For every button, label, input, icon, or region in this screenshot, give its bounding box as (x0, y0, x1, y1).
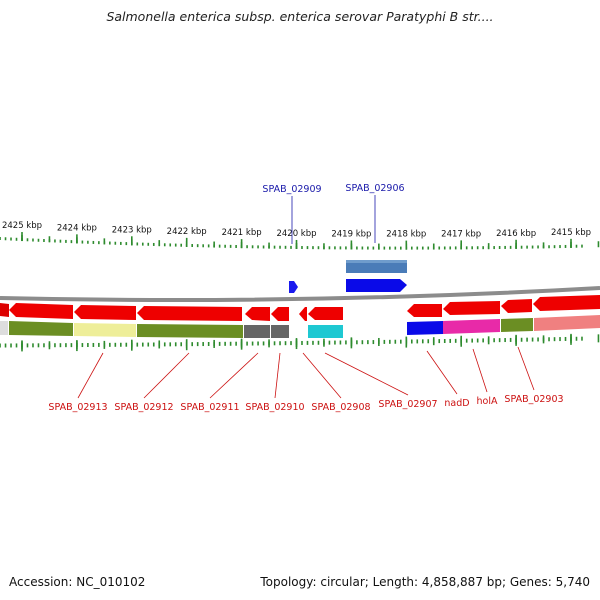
reverse-label-leader (517, 346, 535, 391)
cog-bar-2 (9, 321, 73, 336)
feature-spab-02908 (299, 307, 307, 321)
reverse-gene-label: SPAB_02911 (180, 402, 239, 413)
cog-bar-11 (534, 315, 600, 331)
map-title: Salmonella enterica subsp. enterica sero… (106, 9, 494, 24)
forward-gene-label: SPAB_02909 (262, 184, 321, 195)
feature-spab-02909-top (289, 281, 298, 293)
major-ticks: 2425 kbp 2424 kbp 2423 kbp 2422 kbp 2421 kbp… (2, 221, 591, 352)
forward-gene-labels: SPAB_02909 SPAB_02906 (262, 183, 405, 244)
reverse-gene-label: holA (477, 396, 498, 407)
reverse-label-leader (143, 352, 190, 399)
major-tick-label: 2423 kbp (112, 225, 152, 235)
feature-spab-02906-cog (346, 260, 407, 273)
reverse-gene-label: SPAB_02907 (378, 399, 437, 410)
cog-bar-4 (137, 324, 243, 338)
feature-spab-02913-arrow (9, 303, 73, 319)
feature-spab-02910a (245, 307, 270, 321)
major-tick-label: 2415 kbp (551, 228, 591, 238)
reverse-gene-label: SPAB_02903 (504, 394, 563, 405)
major-tick-label: 2422 kbp (167, 227, 207, 237)
reverse-label-leader (324, 352, 409, 396)
feature-spab-02910b (271, 307, 289, 321)
reverse-gene-label: nadD (444, 398, 469, 409)
reverse-label-leader (426, 350, 458, 395)
cog-bar-3 (74, 323, 136, 337)
cog-bar-6 (271, 325, 289, 338)
major-tick-label: 2418 kbp (386, 230, 426, 240)
cog-bar-10 (501, 318, 533, 332)
reverse-label-leader (209, 352, 259, 399)
minor-ticks-bottom (0, 334, 600, 350)
reverse-label-leader (472, 348, 488, 393)
major-tick-label: 2420 kbp (276, 229, 316, 239)
reverse-label-leader (77, 352, 104, 399)
forward-gene-label: SPAB_02906 (345, 183, 404, 194)
feature-spab-02912 (74, 305, 136, 320)
feature-spab-02907 (308, 307, 343, 320)
genome-stats: Topology: circular; Length: 4,858,887 bp… (260, 575, 590, 589)
cog-bar-9 (443, 319, 500, 334)
feature-holA (443, 301, 500, 315)
backbone-arc (0, 286, 600, 303)
reverse-label-leader (302, 352, 342, 399)
feature-nadD (407, 304, 442, 317)
reverse-gene-label: SPAB_02908 (311, 402, 370, 413)
major-tick-label: 2421 kbp (222, 228, 262, 238)
reverse-gene-label: SPAB_02912 (114, 402, 173, 413)
major-tick-label: 2417 kbp (441, 229, 481, 239)
feature-spab-02906 (346, 279, 407, 292)
major-tick-label: 2419 kbp (331, 229, 371, 239)
reverse-gene-labels: SPAB_02913 SPAB_02912 SPAB_02911 SPAB_02910… (48, 346, 564, 413)
feature-spab-02913 (0, 303, 9, 317)
reverse-gene-label: SPAB_02913 (48, 402, 107, 413)
major-tick-label: 2424 kbp (57, 223, 97, 233)
reverse-gene-label: SPAB_02910 (245, 402, 304, 413)
cog-bar-8 (407, 321, 443, 335)
cog-bar-7 (308, 325, 343, 338)
reverse-label-leader (274, 352, 281, 399)
feature-spab-02903 (533, 295, 600, 311)
major-tick-label: 2425 kbp (2, 221, 42, 231)
cog-bar-5 (244, 325, 270, 338)
feature-spab-02911 (137, 306, 242, 321)
feature-hol-next (501, 299, 532, 313)
cog-bar-1 (0, 321, 8, 335)
accession-label: Accession: NC_010102 (9, 575, 146, 589)
major-tick-label: 2416 kbp (496, 229, 536, 239)
